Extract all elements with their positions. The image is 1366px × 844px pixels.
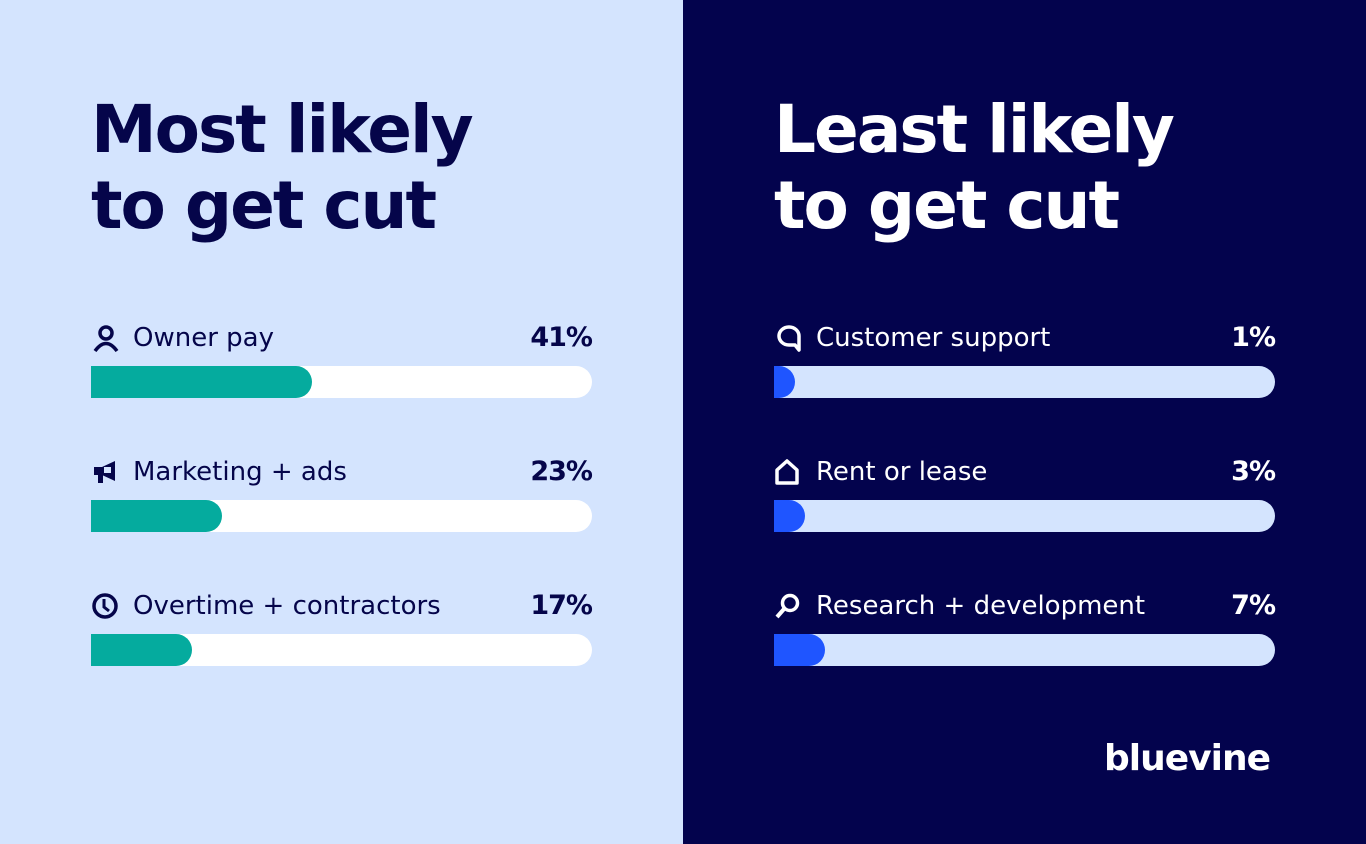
bar-track [774, 500, 1275, 532]
bluevine-logo: bluevine [1103, 738, 1271, 779]
chart-title: Most likely to get cut [91, 91, 474, 244]
bar-row: Marketing + ads 23% [91, 452, 593, 532]
value-label: 1% [1231, 322, 1276, 353]
bar [774, 634, 826, 666]
chat-bubble-icon [774, 324, 804, 352]
bar-track [91, 500, 592, 532]
magnifier-icon [774, 592, 804, 620]
category-label: Research + development [816, 591, 1146, 621]
bar-track [91, 366, 592, 398]
category-label: Owner pay [133, 323, 274, 353]
bar [774, 500, 806, 532]
bar-row: Research + development 7% [774, 586, 1276, 666]
bar-row: Rent or lease 3% [774, 452, 1276, 532]
bar-row: Overtime + contractors 17% [91, 586, 593, 666]
person-icon [91, 324, 121, 353]
value-label: 17% [530, 590, 593, 621]
bar [91, 500, 223, 532]
bar [91, 366, 313, 398]
bar [91, 634, 193, 666]
value-label: 3% [1231, 456, 1276, 487]
bar [774, 366, 795, 398]
category-label: Overtime + contractors [133, 591, 441, 621]
value-label: 7% [1231, 590, 1276, 621]
category-label: Customer support [816, 323, 1051, 353]
bar-row: Customer support 1% [774, 318, 1276, 398]
bar-track [774, 366, 1275, 398]
bar-row: Owner pay 41% [91, 318, 593, 398]
clock-icon [91, 592, 121, 620]
bar-track [774, 634, 1275, 666]
bar-track [91, 634, 592, 666]
house-icon [774, 458, 804, 486]
megaphone-icon [91, 458, 121, 486]
value-label: 23% [530, 456, 593, 487]
category-label: Marketing + ads [133, 457, 347, 487]
value-label: 41% [530, 322, 593, 353]
chart-title: Least likely to get cut [774, 91, 1175, 244]
most-likely-panel: Most likely to get cut Owner pay 41% Marke… [0, 0, 683, 844]
category-label: Rent or lease [816, 457, 988, 487]
least-likely-panel: Least likely to get cut Customer support… [683, 0, 1366, 844]
